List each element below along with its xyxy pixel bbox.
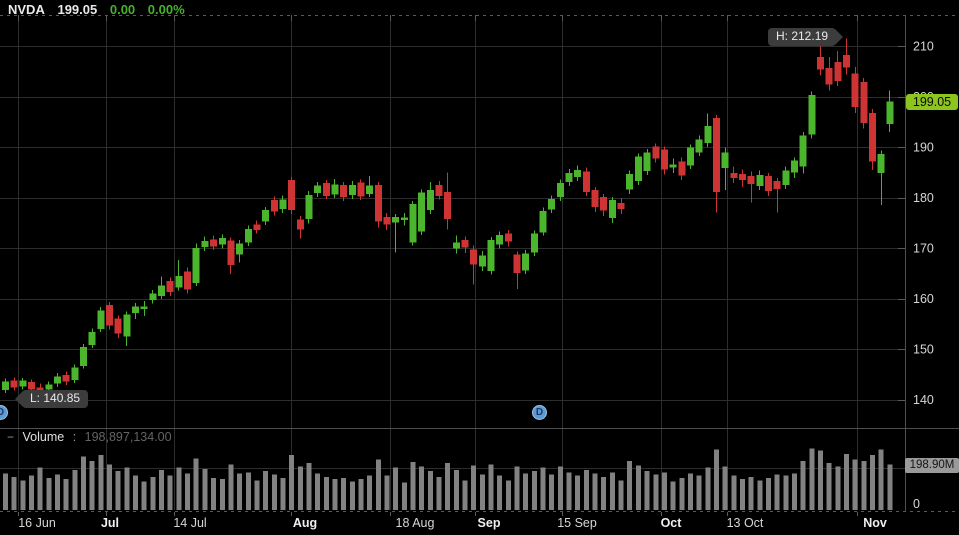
price-change: 0.00 bbox=[109, 2, 136, 17]
volume-legend: − Volume : 198,897,134.00 bbox=[7, 430, 177, 444]
svg-text:190: 190 bbox=[913, 141, 934, 155]
symbol-header: NVDA 199.05 0.00 0.00% bbox=[8, 2, 194, 17]
svg-text:14 Jul: 14 Jul bbox=[173, 516, 206, 530]
svg-text:170: 170 bbox=[913, 242, 934, 256]
svg-text:15 Sep: 15 Sep bbox=[557, 516, 597, 530]
svg-text:180: 180 bbox=[913, 191, 934, 205]
volume-collapse-toggle[interactable]: − bbox=[7, 430, 15, 444]
last-price: 199.05 bbox=[57, 2, 98, 17]
svg-text:140: 140 bbox=[913, 393, 934, 407]
volume-value: 198,897,134.00 bbox=[84, 430, 172, 444]
session-low-label: L: 140.85 bbox=[15, 390, 89, 408]
session-high-label: H: 212.19 bbox=[768, 28, 844, 46]
svg-text:160: 160 bbox=[913, 292, 934, 306]
svg-text:Nov: Nov bbox=[863, 516, 887, 530]
svg-text:Oct: Oct bbox=[661, 516, 683, 530]
svg-text:0: 0 bbox=[913, 497, 920, 511]
price-change-percent: 0.00% bbox=[147, 2, 185, 17]
session-low-text: L: 140.85 bbox=[30, 391, 81, 405]
time-axis[interactable] bbox=[0, 512, 959, 535]
current-volume-badge: 198.90M bbox=[905, 458, 959, 473]
svg-text:150: 150 bbox=[913, 343, 934, 357]
svg-text:Jul: Jul bbox=[101, 516, 119, 530]
price-axis[interactable] bbox=[905, 18, 959, 510]
svg-text:13 Oct: 13 Oct bbox=[727, 516, 764, 530]
session-high-text: H: 212.19 bbox=[776, 29, 829, 43]
current-price-badge: 199.05 bbox=[906, 94, 958, 110]
volume-label: Volume bbox=[22, 430, 65, 444]
volume-colon: : bbox=[72, 430, 77, 444]
svg-text:210: 210 bbox=[913, 40, 934, 54]
dividend-marker-icon[interactable]: D bbox=[532, 405, 547, 420]
symbol-name: NVDA bbox=[8, 2, 45, 17]
svg-text:Aug: Aug bbox=[293, 516, 317, 530]
low-pointer-icon bbox=[15, 391, 23, 407]
svg-text:18 Aug: 18 Aug bbox=[396, 516, 435, 530]
svg-text:16 Jun: 16 Jun bbox=[18, 516, 56, 530]
svg-text:Sep: Sep bbox=[478, 516, 501, 530]
high-pointer-icon bbox=[835, 29, 844, 45]
